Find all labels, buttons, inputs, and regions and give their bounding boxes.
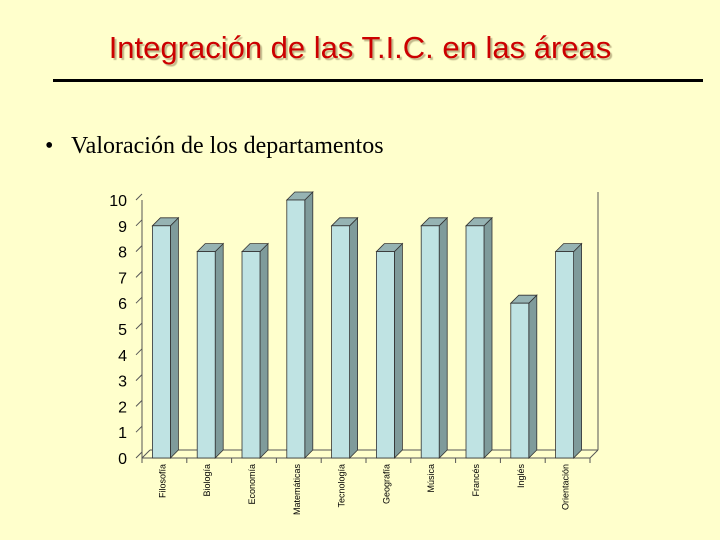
title-underline <box>53 79 703 82</box>
bar-side <box>214 242 224 459</box>
bullet-dot: • <box>45 133 54 159</box>
y-tick-label: 5 <box>118 322 127 339</box>
x-category-label: Orientación <box>561 464 571 510</box>
y-tick-mark <box>135 374 143 381</box>
slide-title: Integración de las T.I.C. en las áreas <box>108 30 612 65</box>
y-tick-mark <box>135 245 143 252</box>
y-tick-mark <box>135 348 143 356</box>
bar-side <box>438 216 448 459</box>
y-tick-label: 1 <box>118 425 127 442</box>
bullet-text: Valoración de los departamentos <box>71 133 384 159</box>
bar <box>151 216 180 459</box>
bar-side <box>304 191 314 459</box>
x-category-label: Biología <box>202 464 212 497</box>
floor-right-edge <box>589 449 599 459</box>
bar-front <box>196 251 216 459</box>
bar-front <box>555 251 574 459</box>
bar-series <box>151 191 583 459</box>
x-category-label: Música <box>426 464 436 493</box>
bar <box>196 242 225 459</box>
bar <box>465 216 493 459</box>
y-tick-label: 8 <box>118 245 127 262</box>
y-tick-label: 9 <box>118 219 127 236</box>
x-category-label: Inglés <box>516 464 526 489</box>
bar-front <box>420 225 440 459</box>
bar <box>241 242 269 459</box>
x-category-label: Tecnología <box>337 464 347 508</box>
bar-side <box>483 216 493 459</box>
x-axis-labels: Filosofía Biología Economía Matemáticas Tecn… <box>157 464 570 516</box>
y-tick-mark <box>135 451 143 459</box>
bar-side <box>528 294 538 459</box>
bar-front <box>151 225 171 459</box>
y-tick-mark <box>135 425 143 433</box>
bar <box>285 191 314 459</box>
bar-side <box>169 216 179 459</box>
y-tick-label: 2 <box>118 399 127 416</box>
bar-side <box>573 242 582 459</box>
bar-side <box>259 242 269 459</box>
x-category-label: Francés <box>471 464 481 497</box>
x-category-label: Filosofía <box>157 464 167 498</box>
bar <box>509 294 538 459</box>
x-category-label: Matemáticas <box>292 464 302 516</box>
x-category-label: Economía <box>247 464 257 505</box>
bar <box>554 242 583 459</box>
bar <box>420 216 449 459</box>
bullet-item: • Valoración de los departamentos <box>45 133 384 160</box>
bar-side <box>393 242 403 459</box>
y-tick-label: 6 <box>118 296 127 313</box>
bar-front <box>241 251 261 459</box>
bar-front <box>375 251 395 459</box>
y-tick-label: 3 <box>118 374 127 391</box>
y-tick-mark <box>135 400 143 407</box>
y-tick-mark <box>135 296 143 304</box>
bar-front <box>510 302 530 459</box>
bar <box>330 216 359 459</box>
bar <box>375 242 404 459</box>
floor-left-edge <box>141 449 151 459</box>
bar-front <box>465 225 485 459</box>
x-category-label: Geografía <box>381 464 391 504</box>
bar-front <box>331 225 351 459</box>
bar-side <box>349 216 359 459</box>
y-tick-mark <box>135 193 143 201</box>
y-tick-mark <box>135 322 143 330</box>
y-tick-mark <box>135 271 143 278</box>
bar-front <box>286 199 306 459</box>
y-tick-label: 0 <box>118 451 127 468</box>
y-tick-label: 4 <box>118 348 127 365</box>
y-tick-mark <box>135 219 143 227</box>
y-tick-label: 7 <box>118 270 127 287</box>
x-axis-ticks <box>141 458 591 463</box>
y-tick-label: 10 <box>109 193 127 210</box>
y-axis-ticks: 0 1 2 3 4 5 6 7 8 9 10 <box>109 193 143 468</box>
